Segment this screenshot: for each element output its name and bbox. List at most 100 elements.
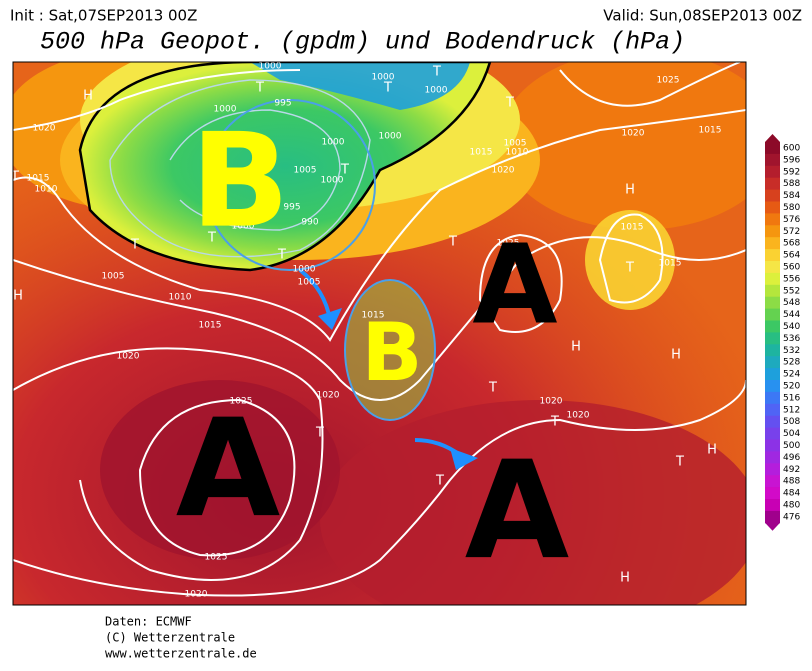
- colorbar-swatch: [765, 391, 780, 405]
- colorbar-swatch: [765, 237, 780, 250]
- pressure-symbol: H: [13, 289, 23, 304]
- pressure-symbol: H: [620, 571, 630, 586]
- colorbar-swatch: [765, 261, 780, 274]
- colorbar-swatch: [765, 344, 780, 357]
- colorbar-label: 564: [783, 251, 800, 261]
- colorbar-swatch: [765, 142, 780, 155]
- pressure-center: A: [465, 432, 569, 589]
- isobar-label: 1005: [298, 278, 321, 288]
- pressure-symbol: T: [625, 261, 634, 276]
- pressure-center: B: [362, 306, 423, 399]
- isobar-label: 1000: [372, 73, 395, 83]
- colorbar-swatch: [765, 510, 780, 524]
- pressure-symbol: T: [315, 426, 324, 441]
- colorbar-swatch: [765, 177, 780, 191]
- colorbar-label: 600: [783, 143, 800, 153]
- colorbar-label: 572: [783, 227, 800, 237]
- pressure-symbol: T: [340, 163, 349, 178]
- colorbar-label: 556: [783, 274, 800, 284]
- pressure-center: B: [190, 105, 289, 257]
- isobar-label: 1005: [294, 166, 317, 176]
- isobar-label: 1005: [102, 272, 125, 282]
- pressure-symbol: T: [435, 474, 444, 489]
- colorbar-swatch: [765, 272, 780, 286]
- colorbar-cap-top: [765, 134, 780, 142]
- isobar-label: 995: [274, 99, 291, 109]
- colorbar-label: 504: [783, 429, 800, 439]
- colorbar-swatch: [765, 165, 780, 179]
- pressure-symbol: H: [571, 340, 581, 355]
- colorbar-swatch: [765, 189, 780, 202]
- colorbar-swatch: [765, 415, 780, 429]
- colorbar-swatch: [765, 213, 780, 226]
- colorbar-label: 476: [783, 512, 800, 522]
- isobar-label: 1020: [317, 391, 340, 401]
- isobar-label: 1020: [33, 124, 56, 134]
- colorbar-label: 532: [783, 346, 800, 356]
- colorbar-label: 548: [783, 298, 800, 308]
- colorbar-label: 492: [783, 465, 800, 475]
- colorbar-label: 576: [783, 215, 800, 225]
- isobar-label: 1020: [185, 590, 208, 600]
- isobar-label: 1000: [259, 62, 282, 72]
- colorbar-label: 516: [783, 393, 800, 403]
- colorbar-label: 508: [783, 417, 800, 427]
- colorbar-label: 480: [783, 500, 800, 510]
- colorbar-swatch: [765, 153, 780, 167]
- isobar-label: 1000: [379, 132, 402, 142]
- colorbar-label: 552: [783, 286, 800, 296]
- colorbar-swatch: [765, 368, 780, 381]
- footer-line: Daten: ECMWF: [105, 615, 192, 629]
- isobar-label: 990: [301, 218, 318, 228]
- colorbar-label: 592: [783, 167, 800, 177]
- isobar-label: 1010: [35, 185, 58, 195]
- isobar-label: 1025: [205, 553, 228, 563]
- valid-time: Valid: Sun,08SEP2013 00Z: [603, 7, 802, 25]
- colorbar-swatch: [765, 487, 780, 500]
- isobar-label: 1010: [169, 293, 192, 303]
- pressure-symbol: T: [277, 248, 286, 263]
- colorbar-label: 580: [783, 203, 800, 213]
- isobar-label: 1015: [621, 223, 644, 233]
- map-title: 500 hPa Geopot. (gpdm) und Bodendruck (h…: [40, 28, 685, 57]
- pressure-center: A: [472, 220, 557, 348]
- colorbar-swatch: [765, 296, 780, 310]
- isobar-label: 1010: [506, 148, 529, 158]
- colorbar-swatch: [765, 439, 780, 452]
- footer-line: www.wetterzentrale.de: [105, 647, 257, 661]
- colorbar-label: 496: [783, 453, 800, 463]
- colorbar-label: 536: [783, 334, 800, 344]
- pressure-symbol: H: [671, 348, 681, 363]
- pressure-center: A: [176, 390, 280, 547]
- isobar-label: 1000: [293, 265, 316, 275]
- isobar-label: 1015: [470, 148, 493, 158]
- isobar-label: 1015: [699, 126, 722, 136]
- colorbar-label: 520: [783, 381, 800, 391]
- colorbar-label: 568: [783, 239, 800, 249]
- colorbar-swatch: [765, 427, 780, 440]
- pressure-symbol: H: [83, 89, 93, 104]
- pressure-symbol: T: [675, 455, 684, 470]
- isobar-label: 1020: [540, 397, 563, 407]
- isobar-label: 1015: [362, 311, 385, 321]
- isobar-label: 1015: [199, 321, 222, 331]
- footer-line: (C) Wetterzentrale: [105, 631, 235, 645]
- colorbar-swatch: [765, 284, 780, 298]
- footer: Daten: ECMWF (C) Wetterzentrale www.wetter…: [105, 615, 257, 661]
- isobar-label: 1015: [27, 174, 50, 184]
- colorbar-swatch: [765, 463, 780, 476]
- isobar-label: 995: [283, 203, 300, 213]
- pressure-symbol: T: [432, 65, 441, 80]
- pressure-symbol: T: [550, 415, 559, 430]
- colorbar-swatch: [765, 308, 780, 321]
- isobar-label: 1025: [497, 239, 520, 249]
- isobar-label: 1020: [492, 166, 515, 176]
- pressure-symbol: T: [255, 81, 264, 96]
- map-labels: 1000100010009951000100010001005100099599…: [13, 62, 722, 600]
- isobar-label: 1015: [659, 259, 682, 269]
- colorbar-label: 584: [783, 191, 800, 201]
- isobar-label: 1000: [232, 222, 255, 232]
